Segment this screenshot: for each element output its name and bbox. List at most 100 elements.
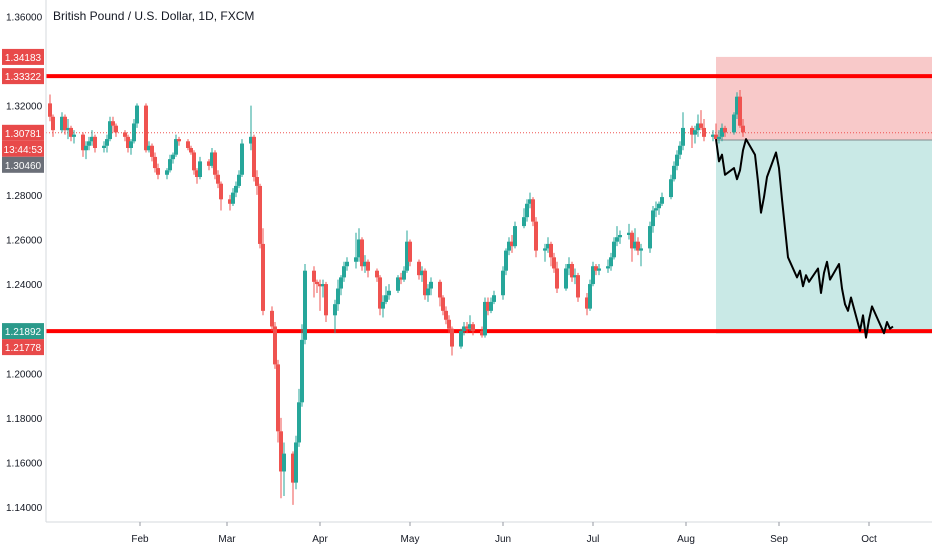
candle-body bbox=[405, 241, 409, 271]
candle bbox=[357, 228, 361, 262]
candle bbox=[672, 161, 676, 182]
price-badge-bg bbox=[2, 124, 44, 141]
candle-body bbox=[732, 114, 736, 133]
candle-body bbox=[588, 284, 592, 309]
candle bbox=[90, 130, 94, 146]
candle-body bbox=[486, 301, 490, 311]
candle bbox=[174, 134, 178, 157]
candle-body bbox=[345, 261, 349, 267]
candle bbox=[660, 192, 664, 206]
candle bbox=[321, 279, 325, 298]
candle-body bbox=[177, 139, 181, 142]
y-tick-label: 1.24000 bbox=[6, 280, 43, 291]
candle-body bbox=[618, 235, 622, 238]
candle bbox=[627, 223, 631, 240]
candle-body bbox=[252, 136, 256, 177]
candle-body bbox=[735, 96, 739, 115]
candle bbox=[423, 268, 427, 300]
candle-body bbox=[108, 121, 112, 140]
candle bbox=[396, 275, 400, 293]
candle bbox=[114, 123, 118, 137]
candle bbox=[255, 170, 259, 195]
candle-body bbox=[651, 210, 655, 227]
candle-body bbox=[87, 141, 91, 146]
candle bbox=[213, 150, 217, 180]
candle-body bbox=[123, 132, 127, 137]
candle-body bbox=[231, 192, 235, 204]
candle bbox=[315, 279, 319, 293]
candle-body bbox=[186, 141, 190, 148]
candle-body bbox=[276, 364, 280, 432]
x-tick-label: Feb bbox=[131, 534, 149, 545]
candle bbox=[450, 326, 454, 356]
candle bbox=[399, 272, 403, 285]
candle-body bbox=[342, 266, 346, 278]
candle-body bbox=[426, 288, 430, 296]
candle bbox=[741, 119, 745, 137]
candle-body bbox=[273, 326, 277, 365]
candle bbox=[459, 328, 463, 349]
candle bbox=[525, 199, 529, 222]
candle bbox=[420, 266, 424, 282]
candle-body bbox=[489, 301, 493, 311]
x-tick-label: Sep bbox=[770, 534, 788, 545]
candle-body bbox=[576, 275, 580, 298]
candle-body bbox=[156, 168, 160, 175]
candle bbox=[156, 163, 160, 180]
candle bbox=[531, 197, 535, 227]
candle-body bbox=[525, 203, 529, 218]
candle bbox=[585, 293, 589, 316]
candle bbox=[555, 261, 559, 293]
chart-title: British Pound / U.S. Dollar, 1D, FXCM bbox=[53, 9, 255, 23]
candle-body bbox=[321, 284, 325, 287]
candle-body bbox=[420, 270, 424, 276]
candle bbox=[480, 326, 484, 338]
candle bbox=[282, 442, 286, 496]
candle bbox=[237, 170, 241, 189]
candle bbox=[690, 125, 694, 148]
candle bbox=[402, 266, 406, 282]
price-badge-bg bbox=[2, 156, 44, 173]
candle bbox=[129, 139, 133, 155]
candle-body bbox=[48, 103, 52, 117]
candle bbox=[240, 139, 244, 177]
candle-body bbox=[360, 239, 364, 267]
y-tick-label: 1.32000 bbox=[6, 102, 43, 113]
candle-body bbox=[591, 266, 595, 285]
y-tick-label: 1.28000 bbox=[6, 191, 43, 202]
candle bbox=[609, 252, 613, 271]
candle bbox=[405, 230, 409, 273]
candle bbox=[195, 168, 199, 184]
candle-body bbox=[429, 281, 433, 289]
y-tick-label: 1.14000 bbox=[6, 503, 43, 514]
candle-body bbox=[597, 268, 601, 271]
candle-body bbox=[630, 232, 634, 249]
candle-body bbox=[402, 270, 406, 280]
candle-body bbox=[615, 237, 619, 242]
candle-body bbox=[522, 217, 526, 227]
x-tick-label: Apr bbox=[312, 534, 328, 545]
candle-body bbox=[693, 130, 697, 135]
candle-body bbox=[606, 266, 610, 269]
candle-body bbox=[570, 264, 574, 278]
candle-body bbox=[291, 453, 295, 483]
candle bbox=[546, 237, 550, 253]
candle bbox=[72, 130, 76, 144]
candle-body bbox=[207, 161, 211, 166]
candle-body bbox=[261, 243, 265, 311]
candle bbox=[669, 174, 673, 200]
candle-body bbox=[423, 270, 427, 296]
candle bbox=[207, 159, 211, 171]
candle-body bbox=[336, 288, 340, 305]
position-zones bbox=[716, 56, 932, 334]
candle-body bbox=[216, 174, 220, 184]
candle bbox=[363, 255, 367, 273]
y-tick-label: 1.36000 bbox=[6, 12, 43, 23]
candle bbox=[504, 248, 508, 276]
candle-body bbox=[690, 127, 694, 135]
candle-body bbox=[69, 127, 73, 137]
candle-body bbox=[282, 453, 286, 472]
candle-body bbox=[633, 241, 637, 249]
candle bbox=[675, 150, 679, 171]
